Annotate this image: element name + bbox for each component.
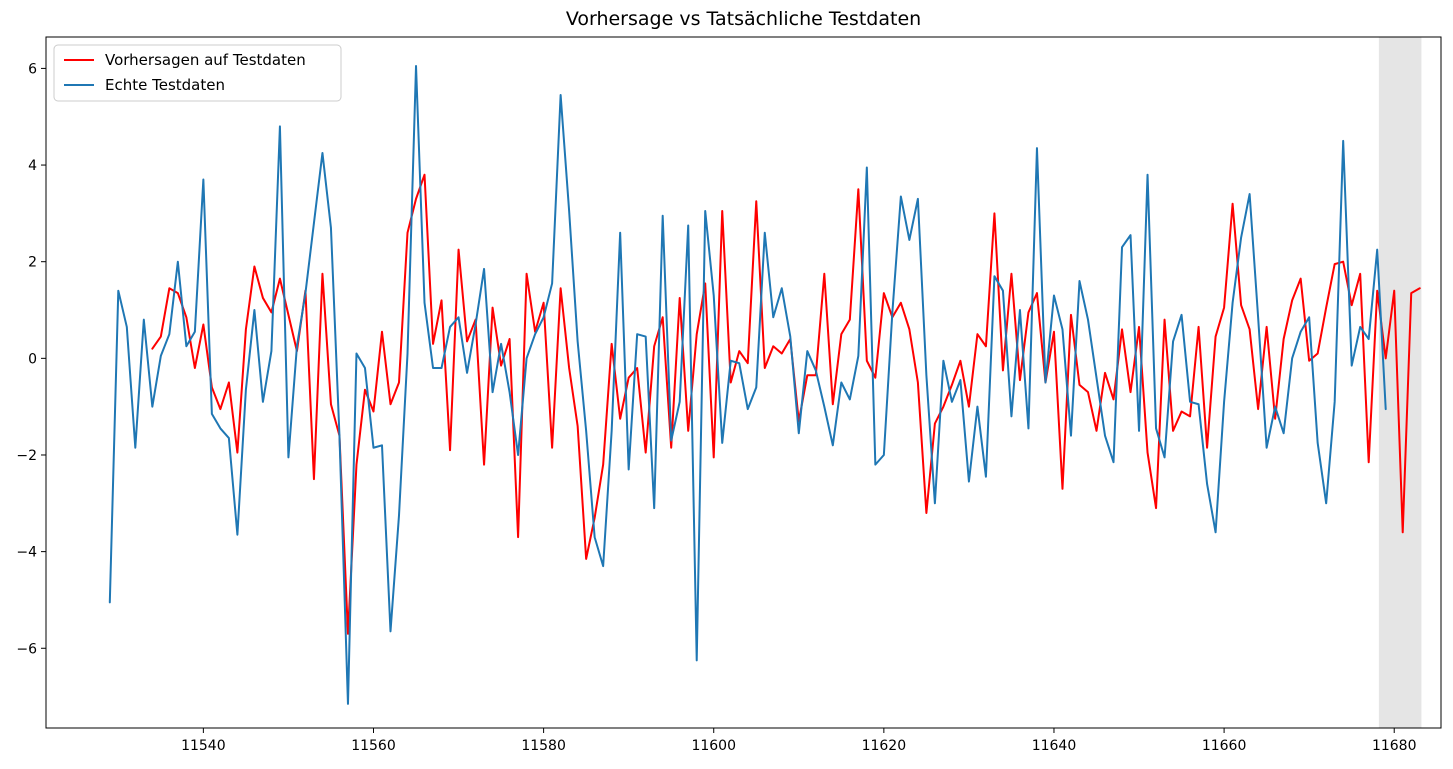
series-layer [108, 64, 1421, 705]
chart-title: Vorhersage vs Tatsächliche Testdaten [566, 8, 921, 30]
y-tick-label: −2 [16, 448, 37, 464]
series-line-2 [108, 64, 1387, 705]
plot-frame [45, 36, 1442, 729]
y-tick-label: 0 [28, 351, 37, 367]
y-axis: −6 −4 −2 0 2 4 6 [16, 61, 46, 657]
x-tick-label: 11620 [862, 738, 907, 754]
legend-label: Vorhersagen auf Testdaten [105, 51, 306, 69]
y-tick-label: 2 [28, 255, 37, 271]
y-tick-label: 4 [28, 158, 37, 174]
y-tick-label: −4 [16, 545, 37, 561]
y-tick-label: 6 [28, 61, 37, 77]
shaded-region [1378, 37, 1422, 728]
x-tick-label: 11540 [181, 738, 226, 754]
x-tick-label: 11660 [1202, 738, 1247, 754]
x-tick-label: 11600 [691, 738, 736, 754]
legend: Vorhersagen auf Testdaten Echte Testdaten [53, 44, 342, 102]
x-tick-label: 11560 [351, 738, 396, 754]
legend-box [53, 44, 342, 102]
x-axis: 11540 11560 11580 11600 11620 11640 11660 11680 [181, 728, 1416, 754]
series-line-1 [151, 173, 1421, 635]
x-tick-label: 11640 [1032, 738, 1077, 754]
legend-label: Echte Testdaten [105, 76, 225, 94]
y-tick-label: −6 [16, 641, 37, 657]
x-tick-label: 11680 [1372, 738, 1417, 754]
x-tick-label: 11580 [521, 738, 566, 754]
